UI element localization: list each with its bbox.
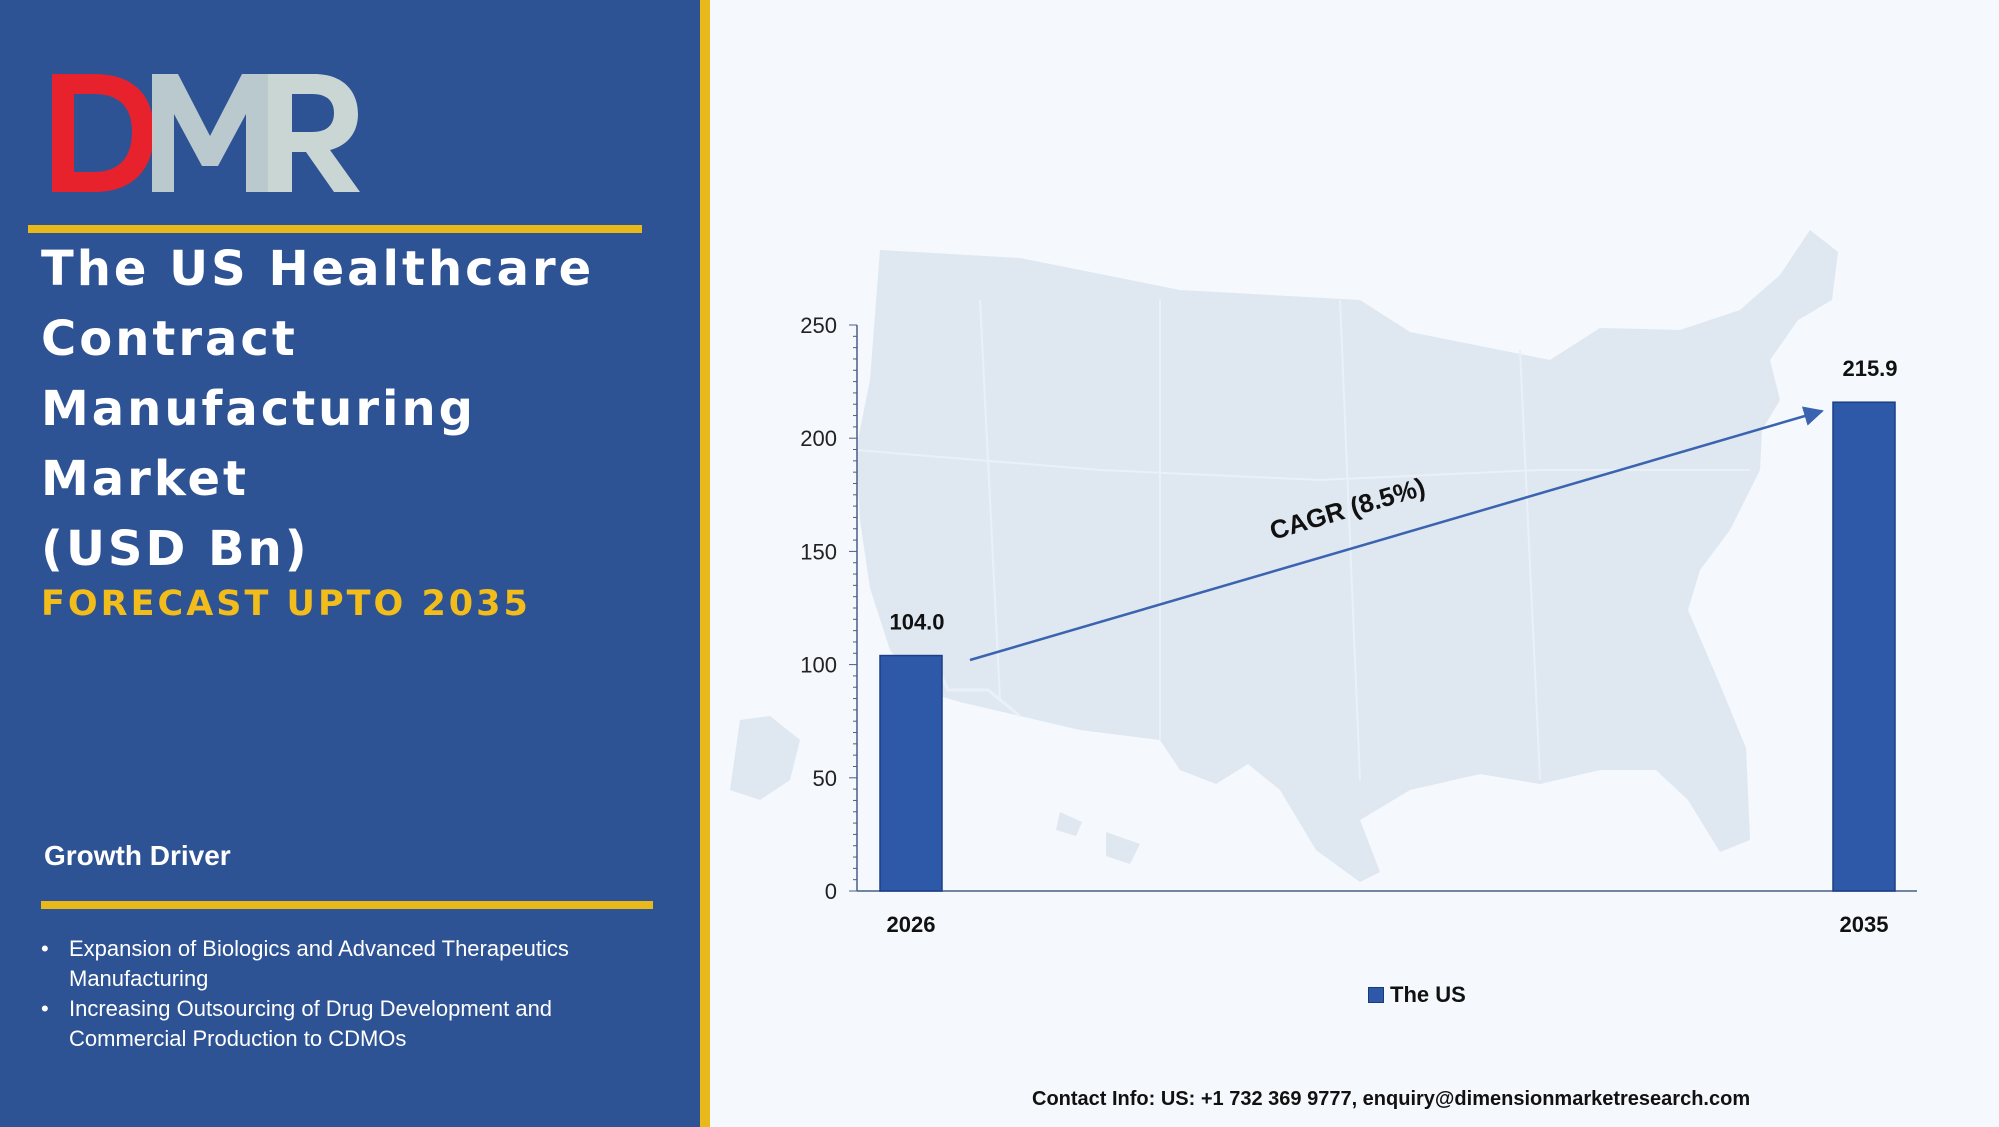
- y-axis-ticks: 0 50 100 150 200 250: [800, 313, 837, 904]
- bullet: •: [41, 996, 49, 1021]
- logo-letter-d: [52, 74, 154, 192]
- driver-text-line: Expansion of Biologics and Advanced Ther…: [69, 936, 569, 961]
- bullet: •: [41, 936, 49, 961]
- growth-driver-rule: [41, 901, 653, 909]
- title-line-3: Manufacturing: [41, 381, 476, 437]
- x-tick-label: 2026: [887, 912, 936, 937]
- accent-divider: [700, 0, 710, 1127]
- y-tick-label: 50: [813, 766, 837, 791]
- dmr-logo: [52, 74, 360, 192]
- y-tick-label: 200: [800, 426, 837, 451]
- us-map-background: [730, 230, 1838, 882]
- cagr-arrow: [969, 406, 1824, 662]
- title-line-1: The US Healthcare: [41, 241, 595, 297]
- bar: [879, 654, 943, 892]
- x-tick-label: 2035: [1840, 912, 1889, 937]
- bar-series: [879, 401, 1896, 892]
- y-tick-label: 150: [800, 539, 837, 564]
- growth-driver-heading: Growth Driver: [44, 840, 231, 871]
- forecast-subtitle: FORECAST UPTO 2035: [41, 584, 531, 624]
- data-labels: 104.0 215.9: [889, 356, 1897, 634]
- data-label: 104.0: [889, 610, 944, 635]
- logo-letter-r: [268, 74, 360, 192]
- contact-info: Contact Info: US: +1 732 369 9777, enqui…: [1032, 1088, 1751, 1110]
- title-line-4: Market: [41, 451, 249, 507]
- list-item: • Expansion of Biologics and Advanced Th…: [41, 934, 661, 994]
- y-tick-label: 100: [800, 653, 837, 678]
- chart-axes: [849, 324, 1917, 892]
- driver-text-line: Commercial Production to CDMOs: [69, 1026, 407, 1051]
- data-label: 215.9: [1842, 356, 1897, 381]
- page-title: The US Healthcare Contract Manufacturing…: [41, 234, 681, 584]
- list-item: • Increasing Outsourcing of Drug Develop…: [41, 994, 661, 1054]
- x-axis-labels: 2026 2035: [887, 912, 1889, 937]
- chart-legend: The US: [1368, 982, 1466, 1008]
- y-tick-label: 250: [800, 313, 837, 338]
- legend-swatch: [1368, 987, 1384, 1003]
- bar: [1832, 401, 1896, 892]
- legend-label: The US: [1390, 982, 1466, 1007]
- title-line-2: Contract: [41, 311, 298, 367]
- y-tick-label: 0: [825, 879, 837, 904]
- title-rule: [28, 225, 642, 233]
- growth-driver-list: • Expansion of Biologics and Advanced Th…: [41, 934, 661, 1054]
- driver-text-line: Increasing Outsourcing of Drug Developme…: [69, 996, 553, 1021]
- driver-text-line: Manufacturing: [69, 966, 209, 991]
- title-line-5: (USD Bn): [41, 521, 310, 577]
- logo-letter-m: [152, 74, 268, 192]
